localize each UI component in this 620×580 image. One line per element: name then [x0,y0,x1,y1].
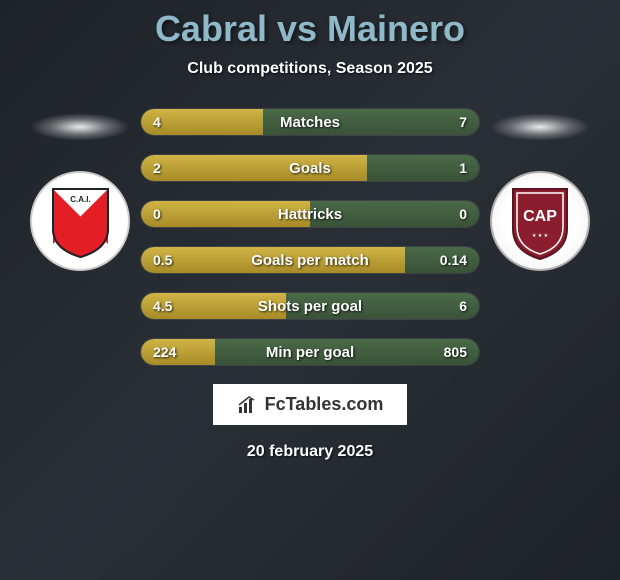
stat-bar: 4.5 6 Shots per goal [140,292,480,320]
stat-bar: 4 7 Matches [140,108,480,136]
svg-text:★ ★ ★: ★ ★ ★ [532,233,549,239]
stat-value-right: 1 [459,160,467,176]
spotlight-left [30,113,130,141]
left-team-col: C.A.I. [20,108,140,271]
stat-label: Hattricks [278,206,342,223]
bar-left-segment [141,155,367,181]
shield-icon: C.A.I. [48,184,113,259]
stat-value-right: 6 [459,298,467,314]
date-text: 20 february 2025 [247,443,373,461]
stat-label: Shots per goal [258,298,362,315]
stat-label: Matches [280,114,340,131]
spotlight-right [490,113,590,141]
attribution-text: FcTables.com [265,394,384,415]
attribution-box: FcTables.com [213,384,408,425]
stat-bar: 2 1 Goals [140,154,480,182]
stat-label: Min per goal [266,344,354,361]
infographic-container: Cabral vs Mainero Club competitions, Sea… [0,0,620,580]
page-subtitle: Club competitions, Season 2025 [187,60,432,78]
stat-value-left: 4.5 [153,298,172,314]
stat-value-right: 805 [444,344,467,360]
team-badge-right: CAP ★ ★ ★ [490,171,590,271]
stat-value-left: 4 [153,114,161,130]
stat-label: Goals [289,160,331,177]
shield-icon: CAP ★ ★ ★ [505,181,575,261]
stat-value-left: 2 [153,160,161,176]
team-badge-left: C.A.I. [30,171,130,271]
stat-value-left: 0.5 [153,252,172,268]
right-team-col: CAP ★ ★ ★ [480,108,600,271]
svg-text:C.A.I.: C.A.I. [70,195,90,204]
stat-label: Goals per match [251,252,369,269]
stat-bar: 0 0 Hattricks [140,200,480,228]
content-row: C.A.I. 4 7 Matches 2 1 Goals 0 0 Hattricks 0.5 0.1… [0,108,620,366]
stat-bar: 0.5 0.14 Goals per match [140,246,480,274]
svg-text:CAP: CAP [523,208,557,225]
stat-value-left: 0 [153,206,161,222]
stats-bars: 4 7 Matches 2 1 Goals 0 0 Hattricks 0.5 0.14 Goals … [140,108,480,366]
chart-icon [237,395,259,415]
stat-value-right: 0.14 [440,252,467,268]
stat-value-right: 0 [459,206,467,222]
page-title: Cabral vs Mainero [155,8,465,50]
stat-value-left: 224 [153,344,176,360]
stat-value-right: 7 [459,114,467,130]
stat-bar: 224 805 Min per goal [140,338,480,366]
